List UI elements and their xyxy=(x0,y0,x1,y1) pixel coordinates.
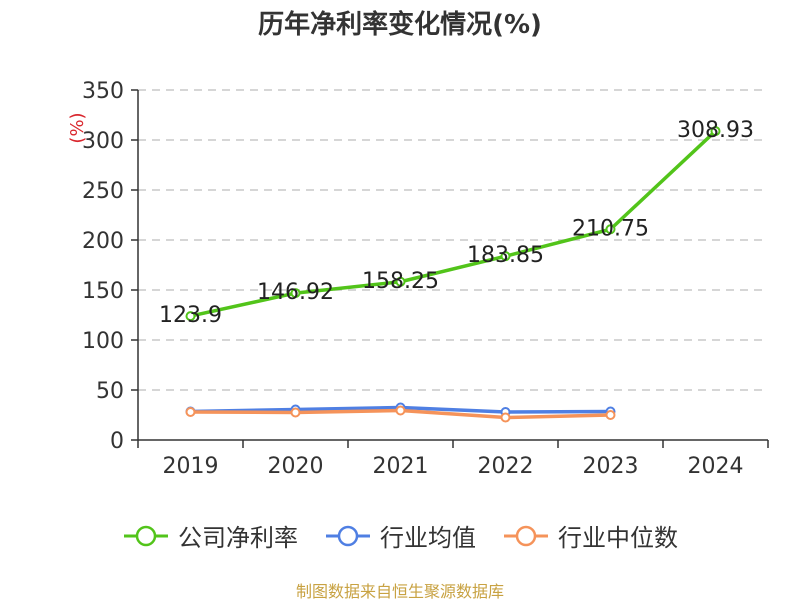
y-tick-label: 200 xyxy=(82,229,124,254)
legend-label: 行业中位数 xyxy=(558,524,678,552)
series-line xyxy=(188,129,718,318)
data-point xyxy=(395,405,406,416)
data-label: 146.92 xyxy=(257,280,334,305)
data-point xyxy=(605,410,616,420)
data-point xyxy=(290,288,301,299)
source-note: 制图数据来自恒生聚源数据库 xyxy=(295,582,504,601)
data-label: 308.93 xyxy=(677,118,754,143)
legend-label: 公司净利率 xyxy=(178,524,298,552)
label-layer: 123.9 146.92 158.25 183.85 210.75 308.93 xyxy=(159,118,754,328)
y-axis-label: (%) xyxy=(67,112,88,143)
legend-item: 公司净利率 xyxy=(122,518,298,553)
chart-title: 历年净利率变化情况(%) xyxy=(258,10,542,40)
data-point xyxy=(185,407,196,417)
data-point xyxy=(710,126,721,137)
data-point xyxy=(290,407,301,418)
x-tick-label: 2019 xyxy=(163,454,219,479)
data-point xyxy=(500,251,511,262)
data-point xyxy=(395,276,406,287)
y-tick-label: 250 xyxy=(82,179,124,204)
legend-marker-icon xyxy=(504,525,548,546)
grid-layer xyxy=(138,89,768,391)
data-label: 210.75 xyxy=(572,216,649,241)
data-label: 123.9 xyxy=(159,303,222,328)
data-label: 158.25 xyxy=(362,269,439,294)
x-tick-label: 2024 xyxy=(688,454,744,479)
x-tick-label: 2022 xyxy=(478,454,534,479)
legend-item: 行业中位数 xyxy=(502,518,678,553)
legend-item: 行业均值 xyxy=(324,518,476,553)
data-point xyxy=(185,311,196,322)
axis-layer: 0 50 100 150 200 250 300 350 (%) 2019 2020 2021 2022… xyxy=(67,79,769,479)
data-label: 183.85 xyxy=(467,243,544,268)
legend-marker-icon xyxy=(326,525,370,546)
y-tick-label: 150 xyxy=(82,279,124,304)
x-tick-label: 2021 xyxy=(373,454,429,479)
legend-marker-icon xyxy=(124,525,168,546)
y-tick-label: 350 xyxy=(82,79,124,104)
legend-label: 行业均值 xyxy=(380,524,476,552)
data-point xyxy=(500,412,511,423)
x-tick-label: 2023 xyxy=(583,454,639,479)
data-point xyxy=(605,224,616,235)
x-tick-label: 2020 xyxy=(268,454,324,479)
y-tick-label: 50 xyxy=(96,379,124,404)
y-tick-label: 0 xyxy=(110,429,124,454)
y-tick-label: 100 xyxy=(82,329,124,354)
y-tick-label: 300 xyxy=(82,129,124,154)
series-layer xyxy=(185,126,721,423)
legend: 公司净利率 行业均值 行业中位数 xyxy=(0,518,800,553)
